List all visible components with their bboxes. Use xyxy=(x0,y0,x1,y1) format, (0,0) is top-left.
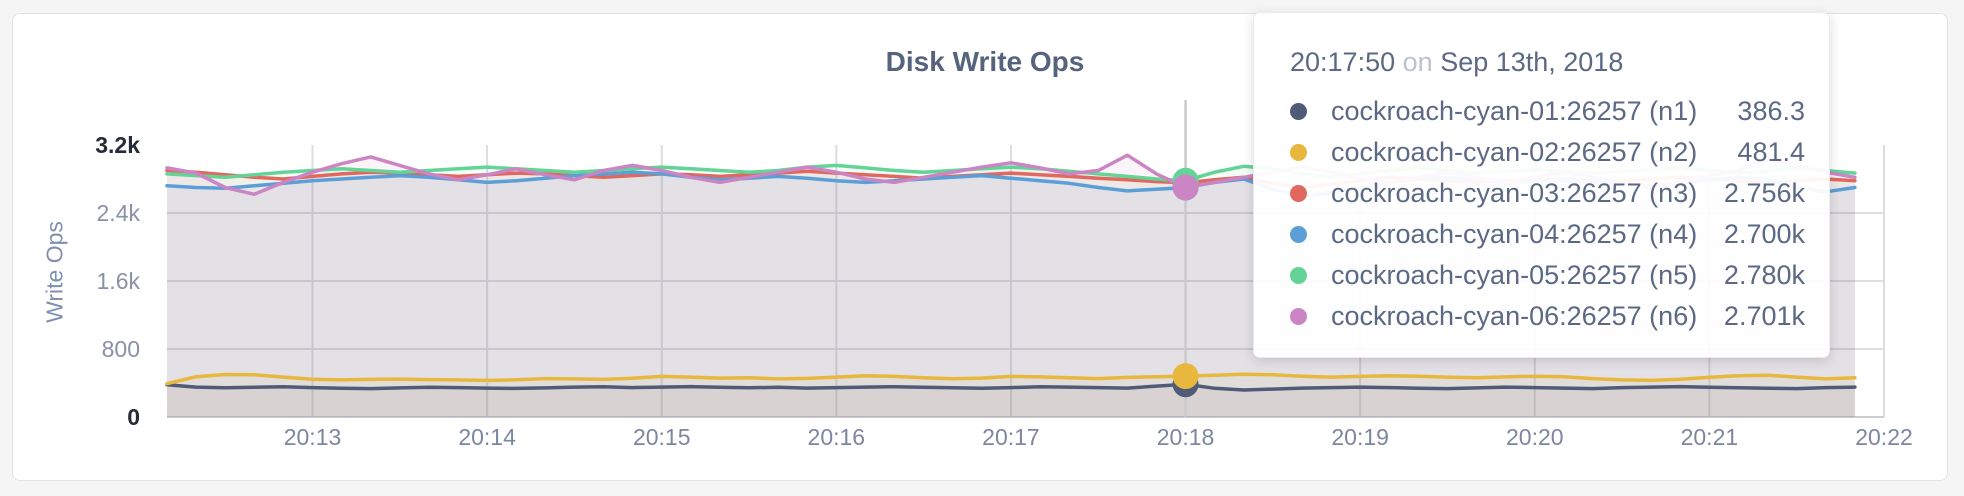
chart-title: Disk Write Ops xyxy=(885,46,1085,77)
series-value: 2.701k xyxy=(1723,301,1805,331)
tooltip-date: Sep 13th, 2018 xyxy=(1440,47,1624,77)
series-line xyxy=(165,372,1857,386)
series-value: 386.3 xyxy=(1737,96,1805,126)
tooltip-row: cockroach-cyan-01:26257 (n1) 386.3 xyxy=(1290,91,1805,132)
hover-tooltip: 20:17:50 on Sep 13th, 2018 cockroach-cya… xyxy=(1253,12,1830,358)
tooltip-rows: cockroach-cyan-01:26257 (n1) 386.3 cockroa… xyxy=(1290,91,1805,337)
x-tick-label: 20:16 xyxy=(808,424,866,450)
y-tick-label: 2.4k xyxy=(97,200,141,226)
series-color-dot xyxy=(1290,267,1307,284)
tooltip-row: cockroach-cyan-05:26257 (n5) 2.780k xyxy=(1290,255,1805,296)
series-line xyxy=(165,382,1857,392)
y-tick-label: 3.2k xyxy=(95,132,140,158)
tooltip-connector: on xyxy=(1402,47,1433,77)
tooltip-header: 20:17:50 on Sep 13th, 2018 xyxy=(1290,43,1805,81)
x-tick-label: 20:20 xyxy=(1506,424,1564,450)
tooltip-time: 20:17:50 xyxy=(1290,47,1396,77)
series-value: 2.756k xyxy=(1723,178,1805,208)
series-color-dot xyxy=(1290,103,1307,120)
tooltip-row: cockroach-cyan-06:26257 (n6) 2.701k xyxy=(1290,296,1805,337)
hover-point-dot xyxy=(1172,174,1199,201)
y-tick-label: 800 xyxy=(102,336,140,362)
series-area xyxy=(167,374,1855,417)
y-tick-label: 0 xyxy=(127,404,140,430)
series-name: cockroach-cyan-01:26257 (n1) xyxy=(1331,96,1698,126)
x-tick-label: 20:19 xyxy=(1331,424,1389,450)
series-color-dot xyxy=(1290,308,1307,325)
series-name: cockroach-cyan-06:26257 (n6) xyxy=(1331,301,1698,331)
series-value: 2.700k xyxy=(1723,219,1805,249)
series-value: 481.4 xyxy=(1737,137,1805,167)
series-area xyxy=(167,384,1855,417)
series-color-dot xyxy=(1290,185,1307,202)
x-tick-label: 20:22 xyxy=(1855,424,1913,450)
series-name: cockroach-cyan-02:26257 (n2) xyxy=(1331,137,1698,167)
hover-point-dot xyxy=(1172,363,1199,390)
tooltip-row: cockroach-cyan-02:26257 (n2) 481.4 xyxy=(1290,132,1805,173)
x-tick-label: 20:13 xyxy=(284,424,342,450)
series-name: cockroach-cyan-05:26257 (n5) xyxy=(1331,260,1698,290)
series-name: cockroach-cyan-03:26257 (n3) xyxy=(1331,178,1698,208)
x-tick-label: 20:17 xyxy=(982,424,1040,450)
series-value: 2.780k xyxy=(1723,260,1805,290)
x-tick-label: 20:15 xyxy=(633,424,691,450)
series-color-dot xyxy=(1290,226,1307,243)
series-name: cockroach-cyan-04:26257 (n4) xyxy=(1331,219,1698,249)
tooltip-row: cockroach-cyan-03:26257 (n3) 2.756k xyxy=(1290,173,1805,214)
y-tick-label: 1.6k xyxy=(97,268,141,294)
x-tick-label: 20:14 xyxy=(458,424,516,450)
tooltip-row: cockroach-cyan-04:26257 (n4) 2.700k xyxy=(1290,214,1805,255)
x-tick-label: 20:18 xyxy=(1157,424,1215,450)
series-color-dot xyxy=(1290,144,1307,161)
x-tick-label: 20:21 xyxy=(1681,424,1739,450)
